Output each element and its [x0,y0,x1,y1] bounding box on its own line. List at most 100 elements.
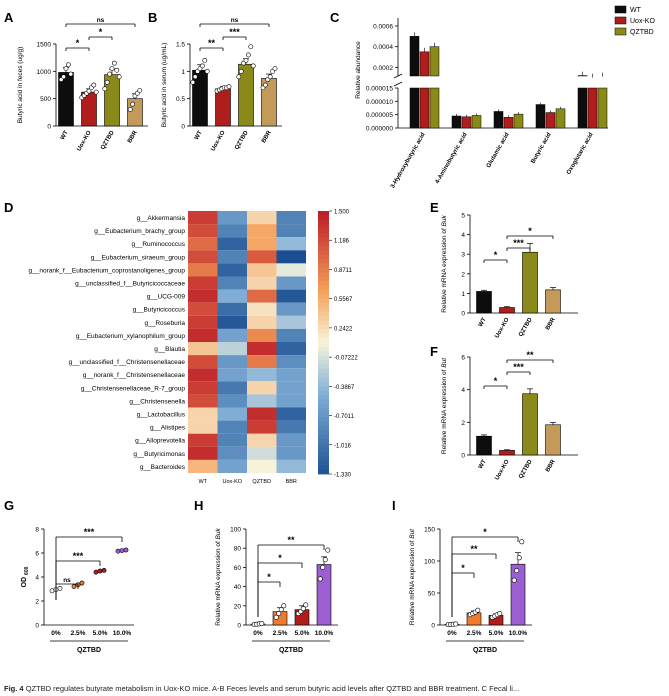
data-point [514,568,520,574]
colorbar-tick-label: -0.3867 [334,385,355,391]
colorbar-segment [318,320,329,326]
heatmap-row-label: g__Ruminococcus [132,241,186,248]
x-tick-label: 5.0% [295,630,310,637]
y-tick-label: 5 [461,213,465,220]
heatmap-row-label: g__Blautia [154,346,185,353]
heatmap-cell [247,328,277,342]
heatmap-cell [217,302,247,316]
data-point [475,607,481,613]
data-point [250,63,256,69]
y-tick-label: 100 [230,527,241,534]
heatmap-cell [247,211,277,225]
colorbar-tick-label: 0.2422 [334,326,353,332]
data-point [497,610,503,616]
colorbar-segment [318,403,329,409]
data-point [236,74,242,80]
y-tick-label: 0 [237,623,241,630]
x-tick-label: WT [194,130,204,141]
bar-WT [577,87,588,129]
data-point [199,63,205,69]
data-point [101,568,107,573]
data-point [245,52,251,58]
colorbar-segment [318,259,329,264]
colorbar-segment [318,452,329,457]
heatmap-cell [188,211,218,225]
colorbar-segment [318,241,329,247]
bar-Uox-KO [545,112,556,129]
colorbar-segment [318,342,329,348]
colorbar-segment [318,307,329,313]
y-tick-label: 0.000005 [366,112,393,119]
data-point [63,66,69,71]
data-point [91,82,97,88]
colorbar-segment [318,289,329,295]
panel-label-i: I [392,498,396,513]
heatmap-cell [247,224,277,238]
x-tick-label: 2.5% [467,630,482,637]
y-axis-label-gene: Buk [215,527,222,539]
y-tick-label: 3 [461,252,465,259]
y-tick-label: 1500 [37,42,52,49]
y-axis-label-gene: Buk [441,214,448,226]
heatmap-cell [276,342,306,356]
colorbar-segment [318,324,329,330]
y-tick-label: 0.000000 [366,126,393,133]
bar-QZTBD [522,251,538,314]
colorbar-segment [318,281,329,286]
legend-label-Uox-KO: Uox-KO [630,18,655,25]
panel-label-e: E [430,200,439,215]
heatmap-cell [247,237,277,251]
y-axis-label: Relative mRNA expression of But [409,528,416,625]
heatmap-cell [276,459,306,473]
heatmap-row-label: g__UCG-009 [147,294,186,301]
figure-caption: Fig. 4 QZTBD regulates butyrate metaboli… [4,684,664,696]
x-tick-label: Oxoglutaric acid [566,132,595,176]
axis-break-mark [393,81,403,87]
bar-QZTBD-upper [429,46,440,77]
heatmap-cell [188,250,218,264]
heatmap-column-label: Uox-KO [222,479,242,485]
colorbar-segment [318,421,329,427]
heatmap-cell [247,355,277,369]
heatmap-cell [276,263,306,277]
x-tick-label: 10.0% [315,630,334,637]
bar-WT-upper [409,36,420,77]
heatmap-cell [217,394,247,408]
colorbar-tick-label: -1.016 [334,443,352,449]
heatmap-cell [247,276,277,290]
data-point [66,62,71,68]
data-point [278,607,284,613]
colorbar-segment [318,430,329,435]
colorbar-tick-label: 1.186 [334,239,350,245]
data-point [273,614,279,620]
significance-label: * [483,527,487,537]
data-point [119,548,125,553]
x-tick-label: BBR [545,316,557,331]
heatmap-cell [188,276,218,290]
colorbar-segment [318,355,329,361]
heatmap-cell [276,315,306,329]
significance-label: ** [208,38,216,48]
bar-Uox-KO [503,117,514,129]
data-point [112,60,117,66]
colorbar-segment [318,211,329,216]
colorbar-segment [318,276,329,282]
x-axis-label: QZTBD [279,647,303,654]
heatmap-cell [188,381,218,395]
colorbar-tick-label: -1.330 [334,473,352,479]
y-tick-label: 0.0006 [373,24,393,31]
x-tick-label: 10.0% [509,630,528,637]
heatmap-cell [217,381,247,395]
data-point [303,602,309,608]
heatmap-cell [188,433,218,447]
colorbar-segment [318,329,329,335]
colorbar-segment [318,316,329,321]
heatmap-cell [276,276,306,290]
heatmap-cell [188,263,218,277]
significance-label: *** [84,527,95,537]
panel-label-c: C [330,10,340,25]
y-tick-label: 60 [234,565,242,572]
y-axis-label-part: Relative mRNA expression of [441,226,448,312]
heatmap-cell [247,446,277,460]
panel-label-b: B [148,10,157,25]
